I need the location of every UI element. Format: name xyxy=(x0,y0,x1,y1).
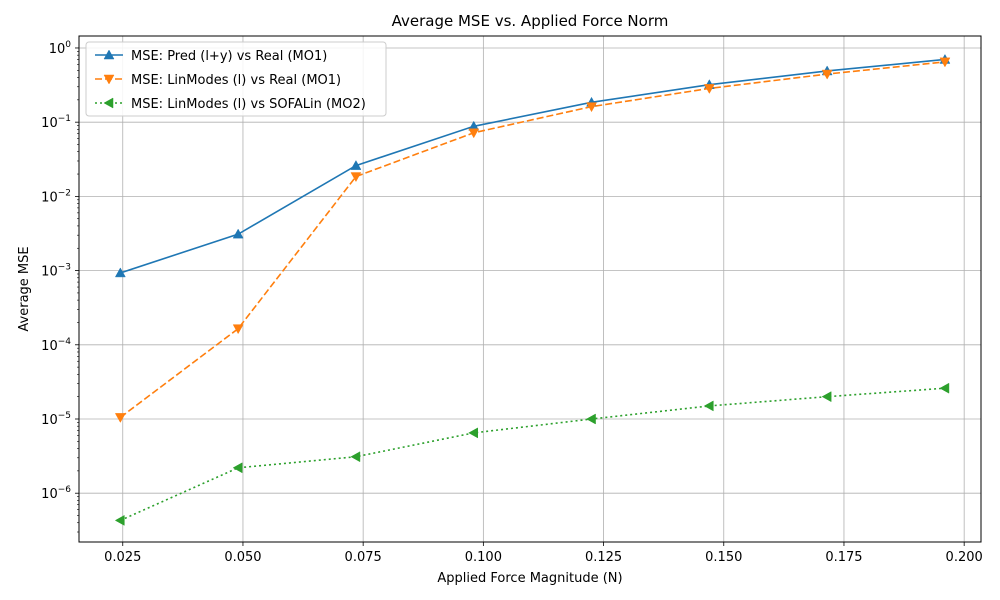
data-point xyxy=(350,451,361,463)
series-line xyxy=(119,61,946,419)
legend-marker xyxy=(103,49,115,60)
data-point xyxy=(468,128,480,139)
grid xyxy=(79,36,981,542)
legend: MSE: Pred (l+y) vs Real (MO1) MSE: LinMod… xyxy=(85,41,387,117)
data-point xyxy=(232,462,243,474)
data-point xyxy=(586,413,596,425)
legend-label: MSE: LinModes (l) vs SOFALin (MO2) xyxy=(131,97,366,112)
legend-box xyxy=(85,41,387,117)
data-point xyxy=(703,400,714,412)
legend-item: MSE: Pred (l+y) vs Real (MO1) xyxy=(95,49,327,64)
x-axis: 0.025 0.050 0.075 0.100 0.125 0.150 0.175 0.200 xyxy=(104,542,983,565)
x-axis-label: Applied Force Magnitude (N) xyxy=(437,571,622,586)
legend-label: MSE: Pred (l+y) vs Real (MO1) xyxy=(131,49,327,64)
data-point xyxy=(232,324,244,335)
data-point xyxy=(350,160,362,170)
legend-marker xyxy=(103,97,114,109)
x-tick-label: 0.075 xyxy=(345,550,382,565)
data-point xyxy=(821,69,833,80)
x-tick-label: 0.175 xyxy=(825,550,862,565)
data-point xyxy=(114,514,125,526)
series-line xyxy=(120,387,945,522)
series-3 xyxy=(114,382,950,526)
chart-title: Average MSE vs. Applied Force Norm xyxy=(392,12,669,30)
data-point xyxy=(703,84,715,94)
x-tick-label: 0.025 xyxy=(104,550,141,565)
data-point xyxy=(939,382,950,394)
legend-item: MSE: LinModes (l) vs Real (MO1) xyxy=(95,73,341,88)
legend-item: MSE: LinModes (l) vs SOFALin (MO2) xyxy=(95,97,366,112)
x-tick-label: 0.150 xyxy=(705,550,742,565)
data-point xyxy=(586,102,597,113)
x-tick-label: 0.100 xyxy=(465,550,502,565)
series-2 xyxy=(114,57,951,423)
legend-marker xyxy=(103,74,115,85)
series-line xyxy=(120,58,946,274)
plot-frame xyxy=(78,35,982,543)
data-point xyxy=(821,391,832,403)
y-axis-label: Average MSE xyxy=(17,246,32,331)
data-point xyxy=(232,228,244,239)
series-layer xyxy=(114,53,951,526)
legend-label: MSE: LinModes (l) vs Real (MO1) xyxy=(131,73,341,88)
data-point xyxy=(114,267,126,278)
data-point xyxy=(468,427,478,439)
data-point xyxy=(114,413,126,423)
x-tick-label: 0.125 xyxy=(585,550,622,565)
x-tick-label: 0.050 xyxy=(224,550,261,565)
x-tick-label: 0.200 xyxy=(946,550,983,565)
data-point xyxy=(939,57,951,68)
data-point xyxy=(350,172,362,183)
